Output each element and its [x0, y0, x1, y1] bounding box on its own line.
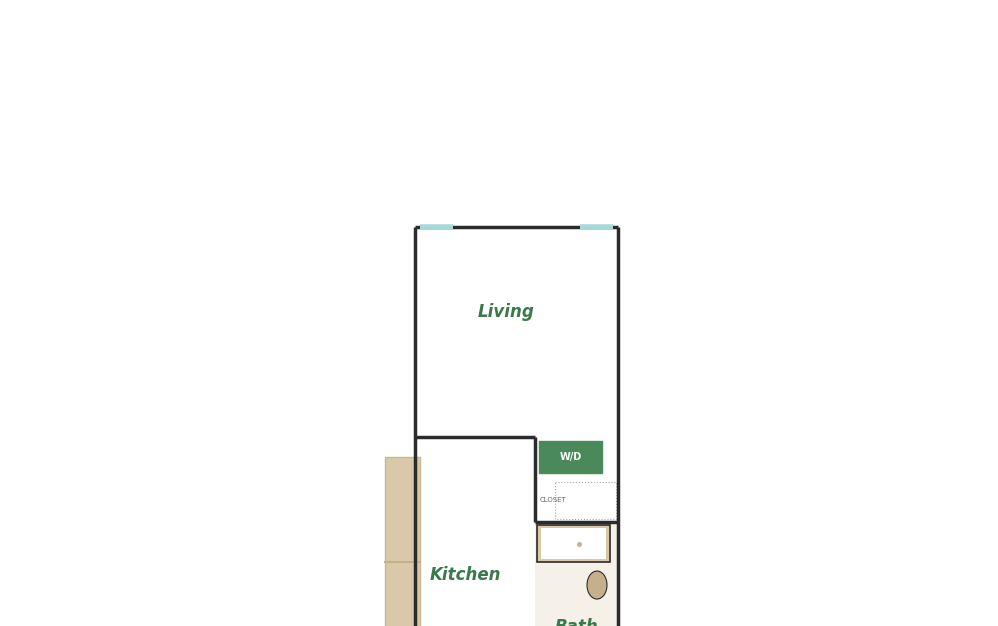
Bar: [535, 522, 618, 626]
Text: CLOSET: CLOSET: [540, 496, 567, 503]
Text: This is a MHA income qualified home.: This is a MHA income qualified home.: [249, 21, 749, 44]
Text: W/D: W/D: [559, 452, 582, 462]
Bar: [541, 528, 606, 559]
Text: Kitchen: Kitchen: [429, 565, 501, 583]
Text: Please reach out to our leasing office for more information!: Please reach out to our leasing office f…: [100, 61, 898, 86]
Ellipse shape: [587, 571, 607, 599]
Bar: [555, 482, 616, 519]
Bar: [539, 441, 602, 473]
Text: Bath: Bath: [555, 618, 599, 626]
Text: Living: Living: [478, 303, 535, 321]
Bar: [385, 457, 420, 626]
Bar: [537, 525, 610, 562]
